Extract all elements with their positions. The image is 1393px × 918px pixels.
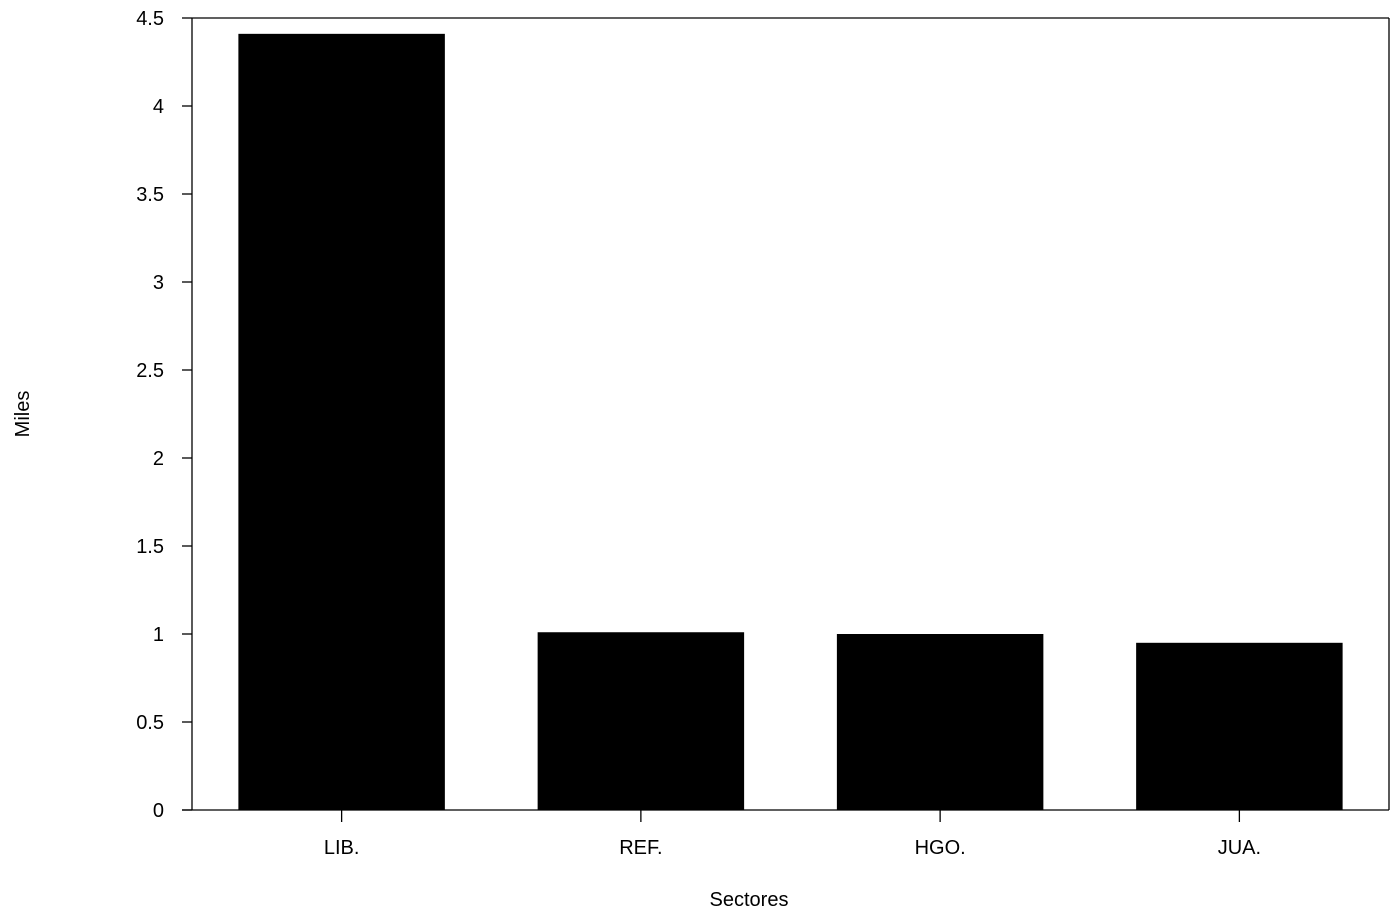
y-tick-label: 1 [153, 624, 164, 646]
bars-group [238, 33, 1343, 810]
x-tick-label: LIB. [324, 837, 360, 859]
y-tick-label: 4 [153, 96, 164, 118]
x-ticks-group: LIB. REF. HGO. JUA. [324, 810, 1261, 859]
y-tick-label: 0 [153, 800, 164, 822]
y-tick-label: 3.5 [136, 184, 164, 206]
y-tick-label: 2 [153, 448, 164, 470]
y-tick-label: 4.5 [136, 8, 164, 30]
y-ticks-group: 0 0.5 1 1.5 2 2.5 3 3.5 4 4.5 [136, 8, 192, 822]
y-tick-label: 2.5 [136, 360, 164, 382]
y-axis-title: Miles [12, 391, 34, 438]
x-tick-label: HGO. [915, 837, 966, 859]
axes-group [182, 17, 1390, 811]
bar-hgo [836, 634, 1044, 810]
y-tick-label: 3 [153, 272, 164, 294]
x-axis-title: Sectores [710, 889, 789, 911]
bar-lib [238, 33, 445, 810]
y-tick-label: 1.5 [136, 536, 164, 558]
x-tick-label: REF. [619, 837, 662, 859]
y-tick-label: 0.5 [136, 712, 164, 734]
bar-ref [537, 632, 745, 810]
x-tick-label: JUA. [1218, 837, 1261, 859]
bar-jua [1136, 642, 1343, 810]
